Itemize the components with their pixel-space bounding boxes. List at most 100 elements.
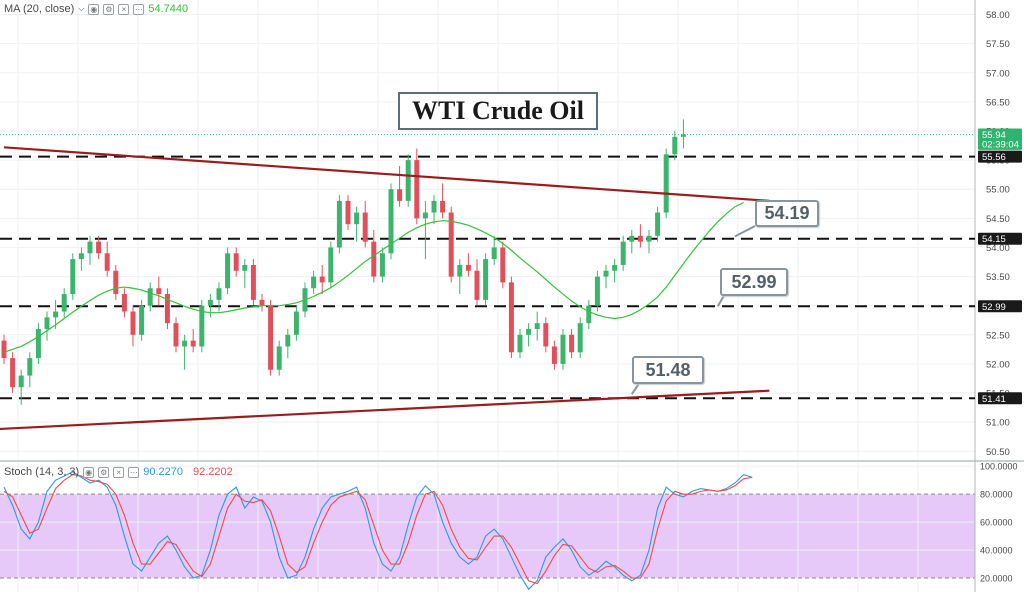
candle-body (44, 317, 50, 329)
candle-body (371, 241, 377, 277)
candle-body (672, 136, 678, 155)
price-label-bg (978, 150, 1022, 163)
candle-body (646, 235, 652, 242)
eye-icon[interactable]: ◉ (83, 466, 95, 478)
ma-line (3, 202, 744, 353)
trendline-resistance (3, 146, 770, 202)
candle-body (431, 200, 437, 213)
candle-body (629, 235, 635, 242)
ma-indicator-name: MA (20, close) (4, 3, 75, 15)
candles (1, 119, 686, 405)
ma-indicator-label[interactable]: MA (20, close) ⌵ ◉ ⚙ × ⋯ 54.7440 (4, 3, 188, 15)
candle-body (517, 334, 523, 353)
candle-body (53, 311, 59, 318)
candle-body (113, 270, 119, 295)
candle-body (422, 212, 428, 219)
candle-body (551, 346, 557, 364)
y-tick-label: 52.00 (986, 359, 1010, 370)
y-tick-label: 54.00 (986, 243, 1010, 254)
candle-body (319, 276, 325, 283)
candle-body (354, 212, 360, 225)
candle-body (680, 134, 686, 137)
candle-body (594, 276, 600, 306)
settings-icon[interactable]: ⚙ (98, 466, 110, 478)
price-label: 52.99 (982, 302, 1006, 313)
close-icon[interactable]: × (118, 3, 130, 15)
more-icon[interactable]: ⋯ (133, 3, 145, 15)
candle-body (328, 247, 334, 283)
candle-body (311, 276, 317, 289)
y-tick-label: 57.00 (986, 68, 1010, 79)
y-tick-label: 52.50 (986, 330, 1010, 341)
candle-body (285, 334, 291, 347)
candle-body (379, 253, 385, 277)
candle-body (526, 328, 532, 335)
candle-body (440, 200, 446, 213)
stoch-tick-label: 40.0000 (980, 546, 1013, 556)
price-label-bg (978, 300, 1022, 313)
candle-body (345, 200, 351, 225)
candle-body (216, 288, 222, 300)
price-label: 55.56 (982, 152, 1006, 163)
candle-body (663, 154, 669, 213)
candle-body (18, 375, 24, 388)
candle-body (139, 305, 145, 335)
candle-body (276, 346, 282, 370)
candle-body (397, 189, 403, 201)
candle-body (147, 288, 153, 306)
candle-body (508, 282, 514, 353)
candle-body (250, 264, 256, 300)
candle-body (414, 160, 420, 219)
more-icon[interactable]: ⋯ (128, 466, 140, 478)
stoch-line-d (3, 474, 753, 585)
callout-pointer (630, 381, 641, 395)
settings-icon[interactable]: ⚙ (103, 3, 115, 15)
chart-title: WTI Crude Oil (398, 92, 598, 130)
close-icon[interactable]: × (113, 466, 125, 478)
y-tick-label: 51.00 (986, 418, 1010, 429)
candle-body (612, 264, 618, 271)
chevron-down-icon[interactable]: ⌵ (78, 4, 85, 13)
candle-body (173, 323, 179, 347)
stoch-indicator-name: Stoch (14, 3, 3) (4, 466, 80, 478)
callout-pointer (734, 225, 756, 238)
candle-body (465, 264, 471, 271)
candle-body (27, 358, 33, 376)
candle-body (534, 323, 540, 329)
candle-body (655, 212, 661, 236)
eye-icon[interactable]: ◉ (88, 3, 100, 15)
price-label-bg (978, 392, 1022, 405)
candle-body (242, 264, 248, 271)
callout-pointer (716, 293, 726, 307)
stoch-indicator-label[interactable]: Stoch (14, 3, 3) ◉ ⚙ × ⋯ 90.2270 92.2202 (4, 466, 233, 478)
candle-body (225, 253, 231, 289)
candle-body (10, 358, 16, 388)
candle-body (61, 294, 67, 312)
stoch-tick-label: 80.0000 (980, 490, 1013, 500)
y-tick-label: 53.50 (986, 272, 1010, 283)
price-label-bg (978, 128, 1022, 141)
callout-54-19: 54.19 (755, 200, 819, 227)
price-label-bg (978, 137, 1022, 150)
price-label: 51.41 (982, 394, 1006, 405)
y-tick-label: 50.50 (986, 447, 1010, 458)
candle-body (1, 340, 7, 359)
candle-body (104, 253, 110, 271)
candle-body (560, 334, 566, 364)
candle-body (637, 235, 643, 242)
candle-body (336, 200, 342, 248)
candle-body (190, 340, 196, 347)
ma-indicator-value: 54.7440 (148, 3, 189, 15)
candle-body (603, 270, 609, 277)
candle-body (491, 247, 497, 260)
stoch-k-value: 90.2270 (143, 466, 183, 478)
y-tick-label: 58.00 (986, 10, 1010, 21)
trendline-support (0, 389, 770, 431)
candle-body (156, 288, 162, 295)
candle-body (233, 253, 239, 271)
candle-body (483, 259, 489, 300)
stoch-tick-label: 100.0000 (980, 462, 1018, 472)
y-tick-label: 55.00 (986, 185, 1010, 196)
price-label-bg (978, 232, 1022, 245)
